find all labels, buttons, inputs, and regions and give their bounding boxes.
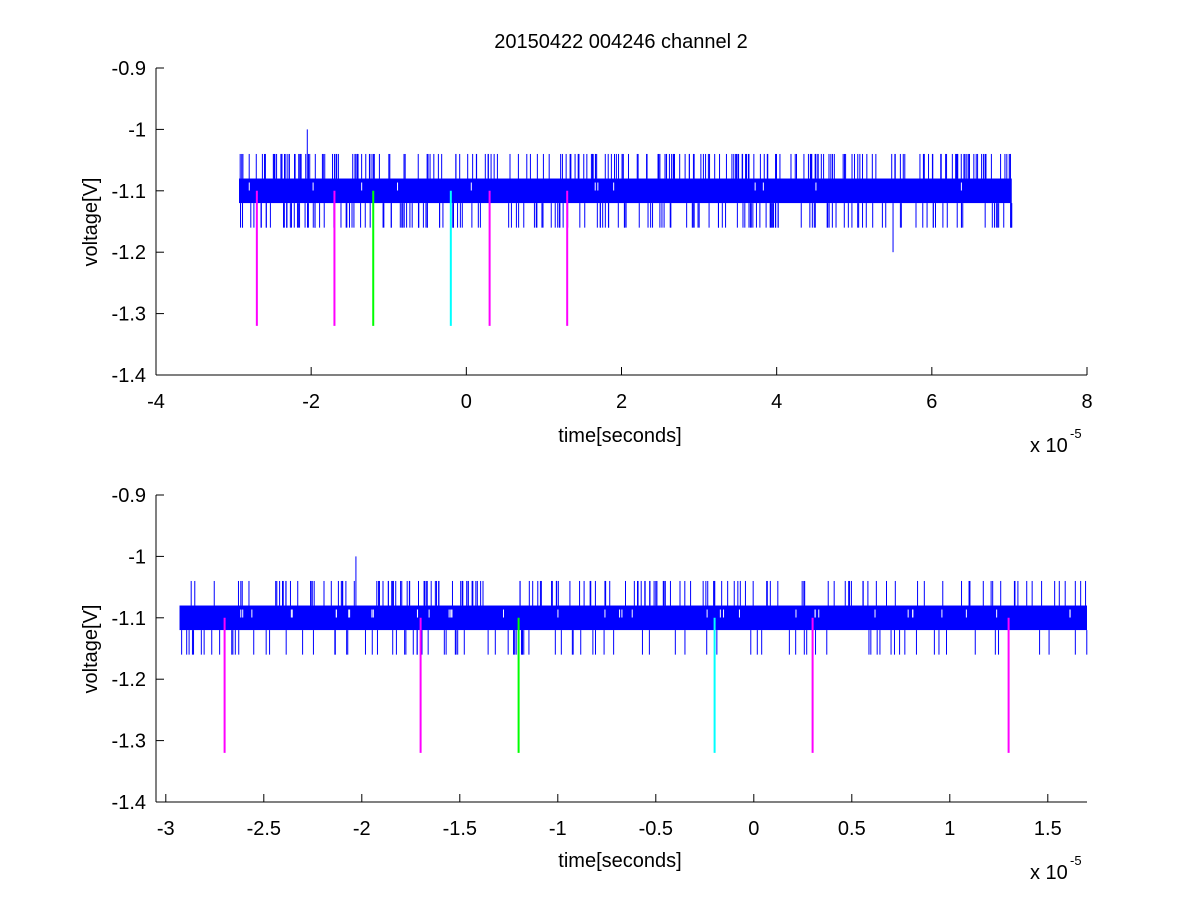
x-tick-label: 0.5	[838, 818, 866, 840]
x-tick-label: -1.5	[443, 818, 477, 840]
bottom-y-axis-label: voltage[V]	[80, 605, 102, 694]
y-tick-label: -0.9	[112, 485, 146, 507]
y-tick-label: -1.2	[112, 242, 146, 264]
x-tick-label: -2	[353, 818, 371, 840]
x-tick-label: 4	[771, 391, 782, 413]
y-tick-label: -1.3	[112, 731, 146, 753]
x-tick-label: -3	[157, 818, 175, 840]
top-panel: -0.9 -1 -1.1 -1.2 -1.3 -1.4-4 -2 0 2 4 6 8	[112, 58, 1093, 413]
x-tick-label: -0.5	[639, 818, 673, 840]
x-tick-label: -4	[147, 391, 165, 413]
signal-spikes	[239, 153, 1013, 228]
signal-band	[239, 178, 1012, 204]
top-x-multiplier-exponent: -5	[1070, 426, 1082, 441]
signal-band	[179, 605, 1087, 631]
x-tick-label: -2.5	[247, 818, 281, 840]
y-tick-label: -1.1	[112, 608, 146, 630]
x-tick-label: 6	[926, 391, 937, 413]
y-tick-label: -1.4	[112, 792, 146, 814]
top-y-axis-label: voltage[V]	[80, 178, 102, 267]
x-tick-label: 0	[461, 391, 472, 413]
y-tick-label: -1.2	[112, 669, 146, 691]
y-tick-label: -1.4	[112, 365, 146, 387]
y-tick-label: -1.1	[112, 181, 146, 203]
signal-spikes	[181, 580, 1088, 655]
bottom-x-axis-label: time[seconds]	[558, 850, 681, 872]
y-tick-label: -1.3	[112, 304, 146, 326]
bottom-panel: -0.9 -1 -1.1 -1.2 -1.3 -1.4 -3 -2.5 -2 -1.5 -1 -0.5…	[112, 485, 1088, 840]
y-tick-label: -1	[128, 119, 146, 141]
x-tick-label: -1	[549, 818, 567, 840]
x-tick-label: -2	[302, 391, 320, 413]
top-x-axis-label: time[seconds]	[558, 425, 681, 447]
bottom-x-multiplier: x 10	[1030, 862, 1068, 884]
chart-title: 20150422 004246 channel 2	[494, 31, 748, 53]
x-tick-label: 1.5	[1034, 818, 1062, 840]
x-tick-label: 2	[616, 391, 627, 413]
top-x-multiplier: x 10	[1030, 435, 1068, 457]
x-tick-label: 0	[748, 818, 759, 840]
x-tick-label: 1	[944, 818, 955, 840]
y-tick-label: -0.9	[112, 58, 146, 80]
y-tick-label: -1	[128, 546, 146, 568]
bottom-x-multiplier-exponent: -5	[1070, 853, 1082, 868]
x-tick-label: 8	[1081, 391, 1092, 413]
